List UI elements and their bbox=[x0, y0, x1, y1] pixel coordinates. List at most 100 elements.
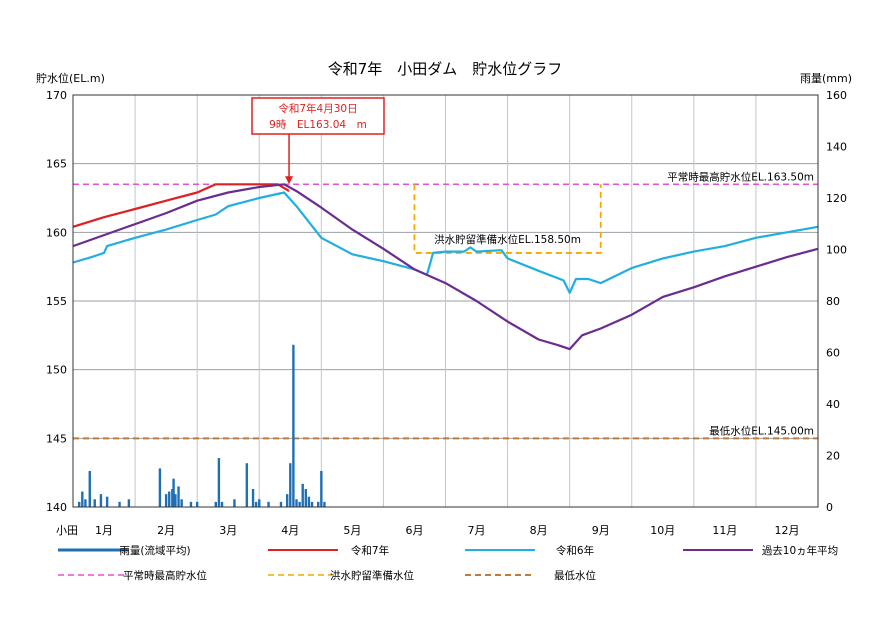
y-tick-label: 165 bbox=[46, 158, 67, 171]
series-lines bbox=[72, 183, 819, 351]
rain-bar bbox=[233, 499, 236, 507]
rain-bar bbox=[307, 496, 311, 507]
rain-bar bbox=[289, 463, 292, 507]
rain-bar bbox=[180, 499, 183, 507]
chart-title: 令和7年 小田ダム 貯水位グラフ bbox=[328, 60, 563, 78]
rain-bar bbox=[214, 501, 217, 507]
rain-bar bbox=[298, 501, 301, 507]
y-tick-label: 155 bbox=[46, 295, 67, 308]
series-line-avg10 bbox=[72, 183, 819, 351]
callout-date: 令和7年4月30日 bbox=[278, 102, 357, 115]
rain-bar bbox=[254, 501, 258, 507]
reference-lines bbox=[73, 183, 818, 440]
x-axis-prefix: 小田 bbox=[56, 524, 78, 537]
rain-bar bbox=[172, 478, 175, 507]
rain-bar bbox=[217, 458, 221, 507]
y-tick-label: 150 bbox=[46, 364, 67, 377]
legend-label-normal_max: 平常時最高貯水位 bbox=[123, 569, 207, 582]
rain-bar bbox=[84, 499, 87, 507]
plot-border bbox=[72, 94, 819, 508]
callout-box: 令和7年4月30日 9時 EL163.04 m bbox=[251, 97, 385, 185]
plot-frame bbox=[72, 94, 819, 508]
y-tick-label: 140 bbox=[46, 501, 67, 514]
reference-line-label: 平常時最高貯水位EL.163.50m bbox=[667, 170, 814, 183]
rain-bar bbox=[304, 488, 308, 507]
rain-bar bbox=[323, 501, 326, 507]
rain-bar bbox=[285, 494, 289, 507]
legend-label-avg10: 過去10ヵ年平均 bbox=[762, 544, 838, 557]
rain-bar bbox=[93, 499, 96, 507]
rain-bar bbox=[189, 501, 193, 507]
rain-bar bbox=[171, 488, 174, 507]
rain-bar bbox=[279, 501, 283, 507]
x-tick-label: 2月 bbox=[157, 524, 175, 537]
y2-tick-label: 40 bbox=[826, 398, 840, 411]
flood-reserve-label: 洪水貯留準備水位EL.158.50m bbox=[434, 233, 581, 246]
legend-label-r7: 令和7年 bbox=[351, 544, 389, 557]
rain-bar bbox=[177, 486, 180, 507]
rain-bar bbox=[174, 494, 177, 507]
x-tick-label: 12月 bbox=[774, 524, 799, 537]
rain-bars bbox=[78, 344, 326, 507]
rain-bar bbox=[105, 496, 109, 507]
callout-level: 9時 EL163.04 m bbox=[269, 119, 367, 131]
flood-reserve-line bbox=[413, 184, 602, 254]
rain-bar bbox=[195, 501, 199, 507]
x-tick-label: 11月 bbox=[712, 524, 737, 537]
legend-label-r6: 令和6年 bbox=[556, 544, 594, 557]
rain-bar bbox=[267, 501, 270, 507]
reference-line-label: 最低水位EL.145.00m bbox=[709, 424, 814, 437]
rain-bar bbox=[99, 494, 103, 507]
y-axis-label: 貯水位(EL.m) bbox=[36, 71, 105, 85]
x-tick-label: 4月 bbox=[281, 524, 299, 537]
rain-bar bbox=[310, 501, 314, 507]
rain-bar bbox=[168, 491, 171, 507]
x-tick-label: 8月 bbox=[530, 524, 548, 537]
x-tick-label: 3月 bbox=[219, 524, 237, 537]
rain-bar bbox=[118, 501, 121, 507]
rain-bar bbox=[81, 491, 84, 507]
callout-frame bbox=[251, 97, 385, 135]
x-tick-label: 7月 bbox=[468, 524, 486, 537]
series-line-r6 bbox=[72, 191, 819, 294]
rain-bar bbox=[320, 470, 323, 507]
rain-bar bbox=[78, 501, 81, 507]
rain-bar bbox=[220, 501, 224, 507]
rain-bar bbox=[295, 499, 298, 507]
legend-label-flood: 洪水貯留準備水位 bbox=[330, 569, 414, 582]
annotations: 平常時最高貯水位EL.163.50m 最低水位EL.145.00m 洪水貯留準備水位… bbox=[434, 170, 814, 437]
rain-bar bbox=[258, 499, 261, 507]
y-tick-label: 170 bbox=[46, 89, 67, 102]
y2-tick-label: 140 bbox=[826, 141, 847, 154]
x-tick-label: 6月 bbox=[405, 524, 423, 537]
x-tick-label: 9月 bbox=[592, 524, 610, 537]
y2-axis-label: 雨量(mm) bbox=[800, 72, 852, 85]
series-line-r7 bbox=[72, 183, 290, 228]
y2-tick-label: 160 bbox=[826, 89, 847, 102]
x-tick-label: 10月 bbox=[650, 524, 675, 537]
rain-bar bbox=[127, 499, 131, 507]
rain-bar bbox=[251, 488, 255, 507]
y2-tick-label: 20 bbox=[826, 450, 840, 463]
y2-tick-label: 80 bbox=[826, 295, 840, 308]
rain-bar bbox=[301, 483, 304, 507]
y2-tick-label: 60 bbox=[826, 347, 840, 360]
y-tick-label: 160 bbox=[46, 226, 67, 239]
grid-lines bbox=[73, 95, 818, 507]
y2-tick-label: 100 bbox=[826, 244, 847, 257]
legend-label-min_level: 最低水位 bbox=[554, 569, 596, 582]
legend-label-rain: 雨量(流域平均) bbox=[119, 544, 190, 557]
callout-arrow-head bbox=[285, 176, 294, 185]
rain-bar bbox=[88, 470, 91, 507]
rain-bar bbox=[245, 463, 249, 507]
rain-bar bbox=[292, 344, 295, 507]
y-tick-label: 145 bbox=[46, 432, 67, 445]
rain-bar bbox=[164, 494, 168, 507]
rain-bar bbox=[317, 501, 320, 507]
rain-bar bbox=[158, 468, 162, 507]
x-tick-label: 5月 bbox=[343, 524, 361, 537]
y2-tick-label: 0 bbox=[826, 501, 833, 514]
x-tick-label: 1月 bbox=[95, 524, 113, 537]
